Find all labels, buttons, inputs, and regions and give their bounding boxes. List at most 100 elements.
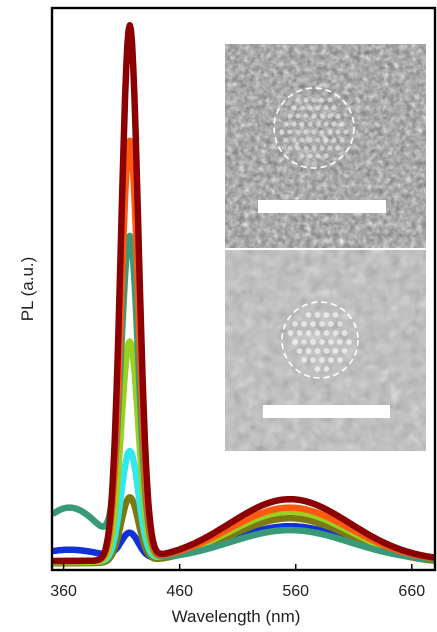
lattice-dot <box>311 129 317 135</box>
lattice-dot <box>291 105 297 111</box>
lattice-dot <box>319 321 325 327</box>
lattice-dot <box>332 330 339 336</box>
lattice-dot <box>328 339 334 345</box>
inset-tem-top <box>225 44 426 248</box>
lattice-dot <box>303 113 309 119</box>
lattice-dot <box>314 348 321 354</box>
lattice-dot <box>314 312 321 318</box>
lattice-dot <box>295 129 301 135</box>
lattice-dot <box>319 129 325 135</box>
lattice-dot <box>327 145 333 151</box>
lattice-dot <box>307 137 313 143</box>
lattice-dot <box>337 321 343 327</box>
lattice-dot <box>299 153 305 159</box>
lattice-dot <box>314 366 321 372</box>
lattice-dot <box>295 97 301 103</box>
lattice-dot <box>323 330 330 336</box>
lattice-dot <box>287 330 294 336</box>
lattice-dot <box>310 321 316 327</box>
lattice-dot <box>315 121 321 127</box>
lattice-dot <box>292 321 298 327</box>
lattice-dot <box>335 145 341 151</box>
lattice-dot <box>323 137 329 143</box>
lattice-dot <box>319 357 325 363</box>
lattice-dot <box>292 339 298 345</box>
inset-tem-images <box>225 44 426 451</box>
series-layer <box>52 22 435 567</box>
lattice-dot <box>331 121 337 127</box>
lattice-dot <box>311 97 317 103</box>
lattice-dot <box>323 312 330 318</box>
plot-frame <box>50 6 437 572</box>
lattice-dot <box>341 348 348 354</box>
x-axis-title: Wavelength (nm) <box>172 607 301 626</box>
lattice-dot <box>299 121 305 127</box>
lattice-dot <box>323 105 329 111</box>
lattice-dot <box>305 330 312 336</box>
lattice-dot <box>296 348 303 354</box>
lattice-dot <box>339 137 345 143</box>
lattice-dot <box>319 339 325 345</box>
nanocrystal-lattice-top <box>279 97 349 159</box>
lattice-dot <box>291 121 297 127</box>
lattice-dot <box>287 145 293 151</box>
lattice-dot <box>301 321 307 327</box>
lattice-dot <box>328 321 334 327</box>
lattice-dot <box>327 129 333 135</box>
lattice-dot <box>287 113 293 119</box>
lattice-dot <box>341 330 348 336</box>
lattice-dot <box>332 348 339 354</box>
lattice-dot <box>295 113 301 119</box>
lattice-dot <box>283 121 289 127</box>
lattice-dot <box>328 357 334 363</box>
lattice-dot <box>311 113 317 119</box>
lattice-dot <box>346 339 352 345</box>
lattice-dot <box>323 153 329 159</box>
lattice-dot <box>301 357 307 363</box>
lattice-dot <box>295 145 301 151</box>
lattice-dot <box>323 348 330 354</box>
lattice-dot <box>331 137 337 143</box>
lattice-dot <box>287 129 293 135</box>
x-tick-label: 360 <box>50 583 77 600</box>
lattice-dot <box>291 137 297 143</box>
lattice-dot <box>332 312 339 318</box>
inset-tem-bottom <box>225 250 426 451</box>
lattice-dot <box>307 105 313 111</box>
lattice-dot <box>335 113 341 119</box>
lattice-dot <box>299 137 305 143</box>
lattice-dot <box>303 145 309 151</box>
particle-outline-circle <box>273 87 355 169</box>
lattice-dot <box>337 357 343 363</box>
particle-outline-circle <box>281 301 359 379</box>
lattice-dot <box>339 121 345 127</box>
lattice-dot <box>327 113 333 119</box>
lattice-dot <box>315 105 321 111</box>
x-tick-label: 460 <box>166 583 193 600</box>
lattice-dot <box>319 145 325 151</box>
x-tick-label: 560 <box>282 583 309 600</box>
lattice-dot <box>299 105 305 111</box>
lattice-dot <box>319 97 325 103</box>
nanocrystal-lattice-bottom <box>287 312 352 372</box>
x-axis-ticks: 360 460 560 660 <box>50 564 425 600</box>
y-axis-title: PL (a.u.) <box>18 257 37 322</box>
lattice-dot <box>307 153 313 159</box>
lattice-dot <box>303 129 309 135</box>
lattice-dot <box>323 121 329 127</box>
x-tick-label: 660 <box>398 583 425 600</box>
lattice-dot <box>314 330 321 336</box>
lattice-dot <box>283 137 289 143</box>
lattice-dot <box>319 113 325 119</box>
scale-bar <box>263 405 390 418</box>
lattice-dot <box>303 97 309 103</box>
lattice-dot <box>323 366 330 372</box>
lattice-dot <box>310 357 316 363</box>
lattice-dot <box>327 97 333 103</box>
scale-bar <box>258 200 386 213</box>
lattice-dot <box>335 129 341 135</box>
lattice-dot <box>315 137 321 143</box>
lattice-dot <box>296 330 303 336</box>
pl-series-line <box>52 22 435 565</box>
